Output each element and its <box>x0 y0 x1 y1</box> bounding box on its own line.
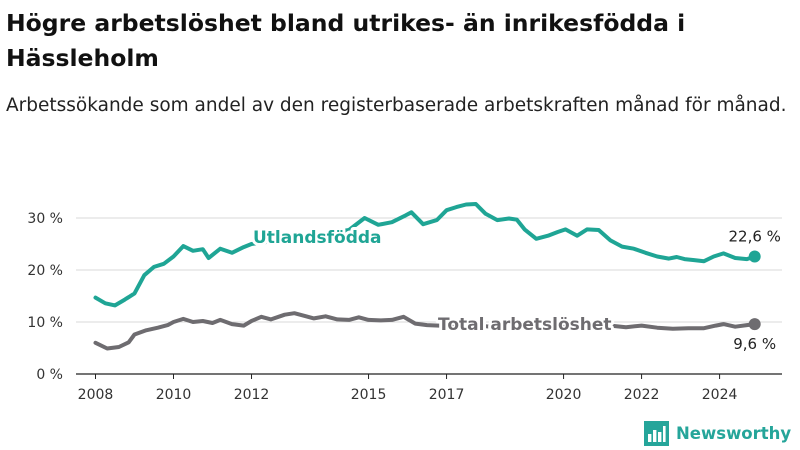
series-lines <box>93 202 761 351</box>
series-end-label-0: 22,6 % <box>728 227 780 245</box>
grid-lines <box>76 217 782 323</box>
x-tick-label: 2008 <box>78 387 114 403</box>
series-end-point-1 <box>748 318 761 331</box>
y-tick-label: 0 % <box>36 367 63 383</box>
series-end-point-0 <box>748 250 761 263</box>
series-name-label-0: Utlandsfödda <box>253 228 382 248</box>
x-tick-label: 2020 <box>546 387 582 403</box>
series-name-label-1: Total arbetslöshet <box>438 315 612 335</box>
x-tick-label: 2015 <box>351 387 387 403</box>
x-tick-label: 2022 <box>624 387 660 403</box>
newsworthy-brand[interactable]: Newsworthy <box>644 419 791 447</box>
bar-chart-logo-icon <box>644 420 669 446</box>
brand-name: Newsworthy <box>676 423 792 443</box>
chart-subtitle: Arbetssökande som andel av den registerb… <box>6 95 787 116</box>
y-tick-label: 10 % <box>27 315 63 331</box>
y-tick-label: 20 % <box>27 263 63 279</box>
axes: 0 % 10 % 20 % 30 % 2008 2010 2012 2015 2017 2020 2… <box>27 211 782 403</box>
y-tick-label: 30 % <box>27 211 63 227</box>
series-labels: 22,6 % 9,6 % Utlandsfödda Total arbetslöshe… <box>250 225 781 353</box>
series-line-1 <box>93 311 757 351</box>
x-tick-label: 2010 <box>156 387 192 403</box>
series-end-label-1: 9,6 % <box>733 335 776 353</box>
x-tick-label: 2012 <box>234 387 270 403</box>
series-line-0 <box>93 202 757 308</box>
chart-title: Högre arbetslöshet bland utrikes- än inr… <box>6 9 686 72</box>
x-tick-label: 2024 <box>702 387 738 403</box>
x-tick-label: 2017 <box>429 387 465 403</box>
